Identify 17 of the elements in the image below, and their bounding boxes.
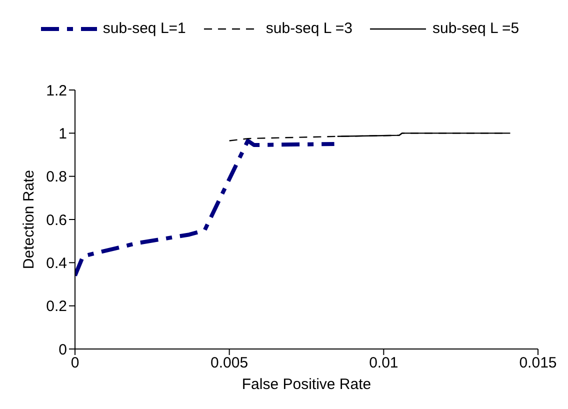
x-tick-label: 0.01 (369, 354, 398, 372)
x-tick-label: 0.015 (519, 354, 557, 372)
y-tick-label: 0.8 (46, 168, 67, 186)
y-tick-label: 0.6 (46, 212, 67, 229)
legend-label: sub-seq L=1 (102, 20, 186, 37)
legend-label: sub-seq L =5 (432, 20, 520, 37)
x-axis-title: False Positive Rate (242, 376, 372, 393)
line-series (75, 138, 336, 278)
y-tick-label: 1 (58, 125, 67, 142)
y-tick-label: 0 (58, 341, 67, 358)
y-tick-label: 0.2 (46, 298, 67, 316)
legend-label: sub-seq L =3 (266, 20, 352, 37)
y-tick-label: 1.2 (46, 82, 67, 100)
y-axis-title: Detection Rate (20, 170, 38, 270)
x-tick-label: 0.005 (210, 354, 248, 372)
y-tick-label: 0.4 (46, 254, 67, 272)
x-tick-label: 0 (70, 354, 80, 372)
